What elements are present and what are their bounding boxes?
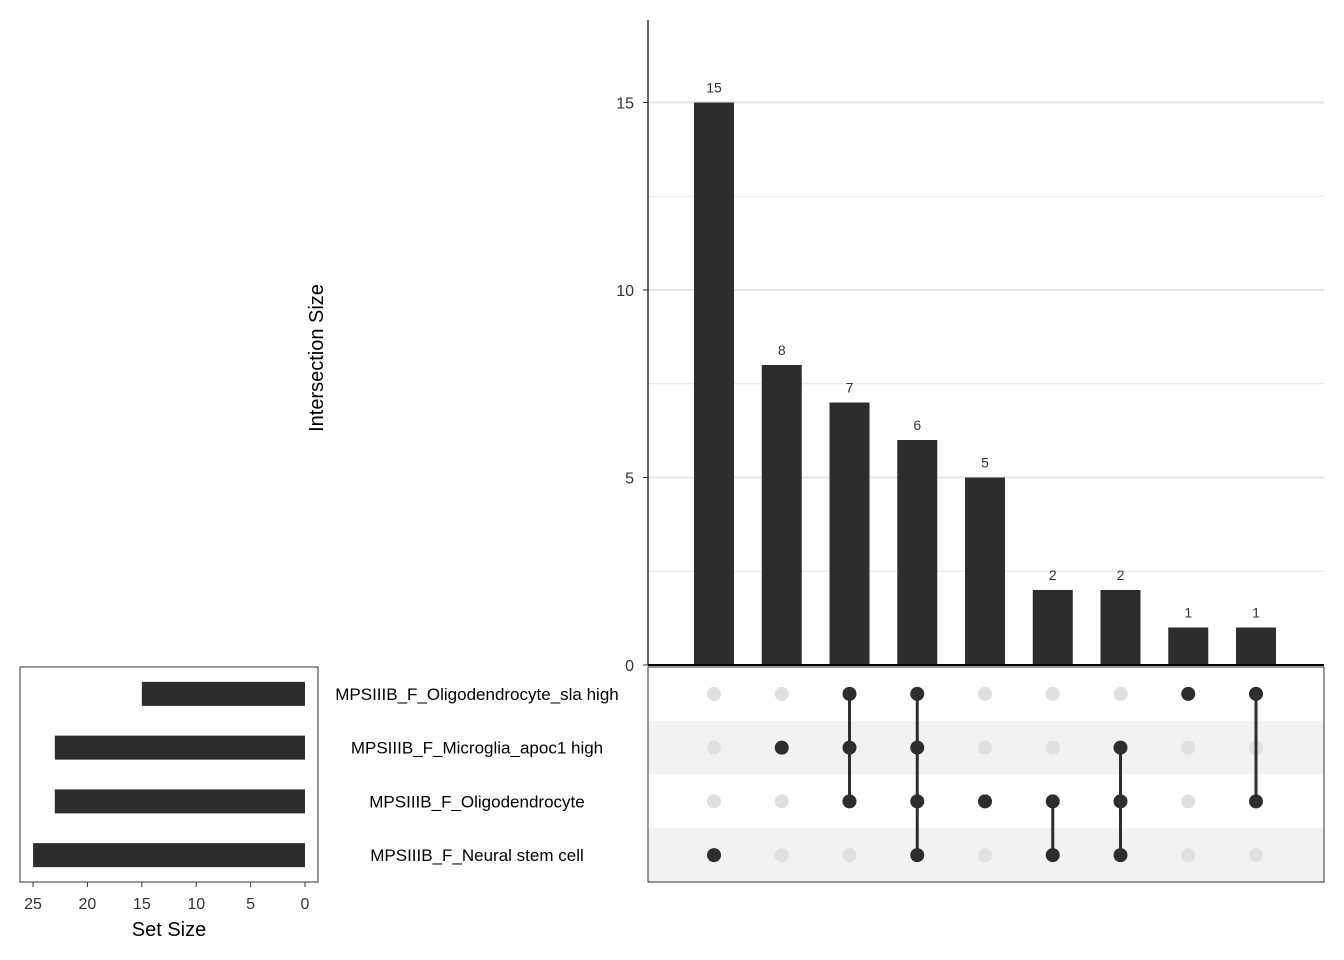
intersection-bar-label: 8 (778, 342, 786, 358)
set-size-bar (54, 789, 306, 814)
set-size-tick-label: 10 (187, 896, 205, 913)
matrix-dot-inactive (1181, 794, 1196, 809)
set-size-panel: 25 20 15 10 5 0 (19, 666, 319, 913)
set-size-tick-label: 15 (133, 896, 151, 913)
y-tick-label: 5 (625, 471, 634, 488)
matrix-dot-active (774, 740, 789, 755)
y-tick-label: 15 (616, 96, 634, 113)
matrix-border (647, 666, 1325, 883)
matrix-dot-inactive (1181, 740, 1196, 755)
set-size-tick-label: 0 (301, 896, 310, 913)
matrix-dot-active (1045, 794, 1060, 809)
matrix-dot-inactive (978, 686, 992, 701)
matrix-dot-active (842, 794, 857, 809)
y-tick-label: 0 (625, 658, 634, 675)
matrix-dot-inactive (707, 686, 721, 701)
matrix-dot-inactive (774, 848, 789, 863)
intersection-matrix (647, 666, 1325, 883)
matrix-dot-inactive (774, 686, 789, 701)
matrix-dot-active (1113, 794, 1128, 809)
matrix-dot-active (1045, 848, 1060, 863)
intersection-bar-labels: 15 8 7 6 5 2 2 1 1 (706, 80, 1260, 621)
set-size-tick-label: 20 (79, 896, 97, 913)
intersection-bar (1032, 590, 1073, 665)
set-size-tick-label: 5 (246, 896, 255, 913)
set-size-tick-label: 25 (24, 896, 42, 913)
matrix-dot-inactive (1045, 740, 1060, 755)
intersection-bar (761, 365, 802, 665)
matrix-dot-inactive (707, 740, 721, 755)
matrix-dot-active (1249, 686, 1263, 701)
matrix-dot-active (842, 740, 857, 755)
y-tick-label: 10 (616, 283, 634, 300)
matrix-dot-inactive (707, 794, 721, 809)
set-labels: MPSIIIB_F_Oligodendrocyte_sla high MPSIII… (335, 685, 619, 865)
matrix-dot-active (910, 848, 925, 863)
matrix-dot-active (910, 740, 925, 755)
matrix-dot-inactive (1181, 848, 1196, 863)
set-label: MPSIIIB_F_Oligodendrocyte (369, 792, 584, 811)
y-axis-title: Intersection Size (306, 284, 328, 432)
matrix-dot-active (842, 686, 857, 701)
intersection-bar-label: 6 (913, 417, 921, 433)
set-size-bar (33, 843, 305, 868)
intersection-bar (1100, 590, 1141, 665)
intersection-bar-label: 7 (846, 380, 854, 396)
matrix-dot-inactive (1045, 686, 1060, 701)
grid-lines (648, 101, 1324, 572)
matrix-dot-inactive (978, 848, 992, 863)
matrix-dot-inactive (1249, 848, 1263, 863)
intersection-bar-label: 15 (706, 80, 722, 96)
matrix-dot-active (1113, 740, 1128, 755)
intersection-bar-label: 1 (1252, 605, 1260, 621)
intersection-bar-label: 1 (1184, 605, 1192, 621)
set-size-bar (54, 735, 306, 760)
set-label: MPSIIIB_F_Neural stem cell (370, 846, 584, 865)
intersection-bar-label: 2 (1049, 567, 1057, 583)
intersection-bar-label: 2 (1117, 567, 1125, 583)
matrix-dot-active (978, 794, 992, 809)
matrix-dot-inactive (978, 740, 992, 755)
matrix-dot-active (910, 686, 925, 701)
matrix-dot-active (910, 794, 925, 809)
set-size-bar (141, 681, 305, 706)
set-size-axis-title: Set Size (132, 919, 206, 941)
matrix-dot-inactive (1113, 686, 1128, 701)
intersection-bar (694, 102, 734, 665)
set-label: MPSIIIB_F_Microglia_apoc1 high (351, 739, 603, 758)
intersection-bar-label: 5 (981, 455, 989, 471)
matrix-dot-inactive (842, 848, 857, 863)
intersection-bars (694, 102, 1276, 665)
matrix-dot-active (707, 848, 721, 863)
matrix-dot-active (1181, 686, 1196, 701)
matrix-dot-inactive (774, 794, 789, 809)
intersection-bar (829, 402, 870, 665)
intersection-bar (965, 477, 1005, 665)
set-size-border (19, 666, 319, 883)
matrix-dot-active (1113, 848, 1128, 863)
intersection-bar (1236, 627, 1276, 665)
intersection-bar (1168, 627, 1209, 665)
set-label: MPSIIIB_F_Oligodendrocyte_sla high (335, 685, 619, 704)
matrix-dot-active (1249, 794, 1263, 809)
intersection-bar (897, 440, 938, 665)
